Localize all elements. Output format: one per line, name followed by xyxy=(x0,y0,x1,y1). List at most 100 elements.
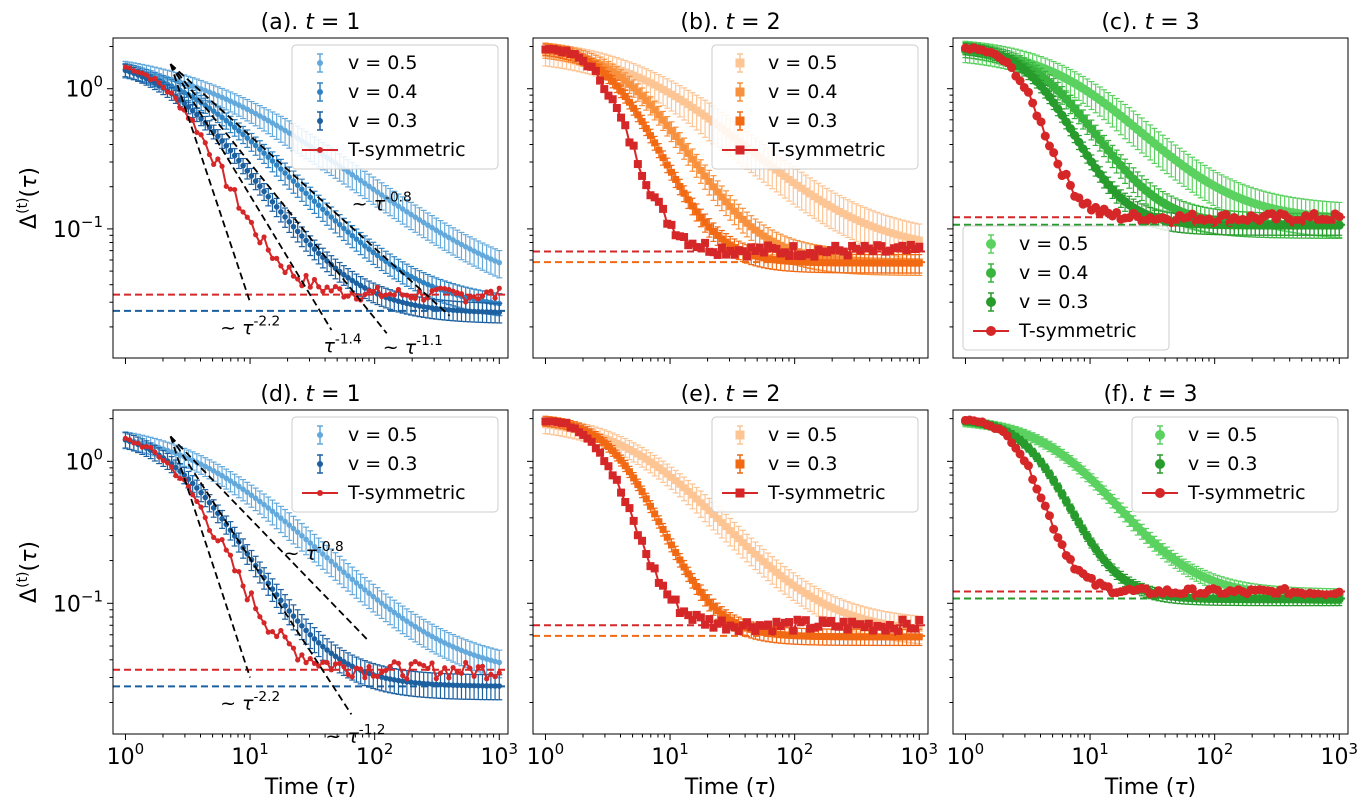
data-point xyxy=(362,587,368,593)
data-point xyxy=(886,229,894,237)
data-point xyxy=(667,168,675,176)
data-point xyxy=(541,45,550,54)
data-point xyxy=(621,68,629,76)
data-point xyxy=(446,286,452,293)
data-point xyxy=(210,505,217,511)
data-point xyxy=(617,87,625,95)
data-point xyxy=(353,580,360,586)
data-point xyxy=(496,259,503,266)
data-point xyxy=(164,447,171,454)
data-point xyxy=(848,214,856,222)
data-point xyxy=(848,241,857,250)
data-point xyxy=(206,465,213,472)
data-point xyxy=(429,305,435,311)
data-point xyxy=(399,678,406,685)
data-point xyxy=(294,529,301,535)
data-point xyxy=(625,445,633,453)
data-point xyxy=(781,243,789,251)
data-point xyxy=(194,498,200,504)
data-point xyxy=(408,273,414,280)
data-point xyxy=(701,172,709,180)
data-point xyxy=(420,628,427,635)
data-point xyxy=(705,507,713,515)
legend-marker xyxy=(317,461,323,467)
data-point xyxy=(730,207,738,215)
data-point xyxy=(629,141,638,150)
data-point xyxy=(387,663,393,670)
data-point xyxy=(416,626,423,632)
data-point xyxy=(332,218,339,224)
data-point xyxy=(278,166,284,172)
data-point xyxy=(730,250,739,259)
data-point xyxy=(642,124,650,132)
data-point xyxy=(869,223,877,231)
data-point xyxy=(488,671,494,677)
data-point xyxy=(139,444,145,450)
data-point xyxy=(1053,104,1063,114)
data-point xyxy=(437,285,444,291)
data-point xyxy=(240,131,246,138)
data-point xyxy=(223,142,230,149)
data-point xyxy=(484,676,490,682)
data-point xyxy=(1078,144,1088,154)
fit-label: ~ τ-0.8 xyxy=(284,539,344,565)
data-point xyxy=(634,450,642,458)
data-point xyxy=(458,670,465,676)
data-point xyxy=(562,46,571,55)
plot-area xyxy=(533,42,928,277)
data-point xyxy=(286,522,293,528)
fit-line xyxy=(169,436,251,678)
panel-title: (c). t = 3 xyxy=(1101,10,1199,35)
data-point xyxy=(400,672,406,679)
panel-c: (c). t = 3 v = 0.5 v = 0.4 v = 0.3 T-symmetr… xyxy=(947,10,1349,364)
data-point xyxy=(743,543,751,551)
fit-line xyxy=(169,63,333,331)
data-point xyxy=(777,572,785,580)
data-point xyxy=(244,135,251,141)
x-axis-label: Time (τ) xyxy=(264,775,356,800)
data-point xyxy=(814,259,822,267)
data-point xyxy=(391,200,398,207)
data-point xyxy=(747,223,755,231)
data-point xyxy=(332,653,339,660)
legend-marker xyxy=(735,145,745,155)
data-point xyxy=(450,643,456,650)
data-point xyxy=(315,547,322,554)
data-point xyxy=(252,110,259,117)
data-point xyxy=(429,633,435,640)
data-point xyxy=(122,64,129,70)
data-point xyxy=(1309,208,1319,218)
data-point xyxy=(625,98,633,106)
data-point xyxy=(395,286,402,293)
data-point xyxy=(378,192,385,198)
data-point xyxy=(215,133,221,140)
series-tsymmetric xyxy=(541,45,924,261)
data-point xyxy=(718,193,726,201)
legend-label: v = 0.3 xyxy=(348,110,417,132)
data-point xyxy=(659,467,667,475)
data-point xyxy=(446,642,452,648)
data-point xyxy=(642,97,650,105)
legend-label: v = 0.3 xyxy=(348,453,417,475)
data-point xyxy=(316,284,322,290)
data-point xyxy=(802,187,810,195)
data-point xyxy=(135,440,141,446)
data-point xyxy=(278,263,284,269)
data-point xyxy=(827,603,835,611)
data-point xyxy=(676,138,684,146)
legend-label: v = 0.4 xyxy=(348,81,417,103)
data-point xyxy=(642,77,650,85)
data-point xyxy=(756,554,764,562)
legend: v = 0.5 v = 0.4 v = 0.3 T-symmetric xyxy=(291,44,499,170)
data-point xyxy=(633,160,642,169)
data-point xyxy=(320,288,326,295)
data-point xyxy=(898,259,906,267)
legend-marker xyxy=(735,116,745,126)
data-point xyxy=(488,288,494,294)
data-point xyxy=(600,69,608,77)
data-point xyxy=(739,539,747,547)
data-point xyxy=(450,288,456,294)
data-point xyxy=(437,229,444,236)
data-point xyxy=(370,288,376,295)
